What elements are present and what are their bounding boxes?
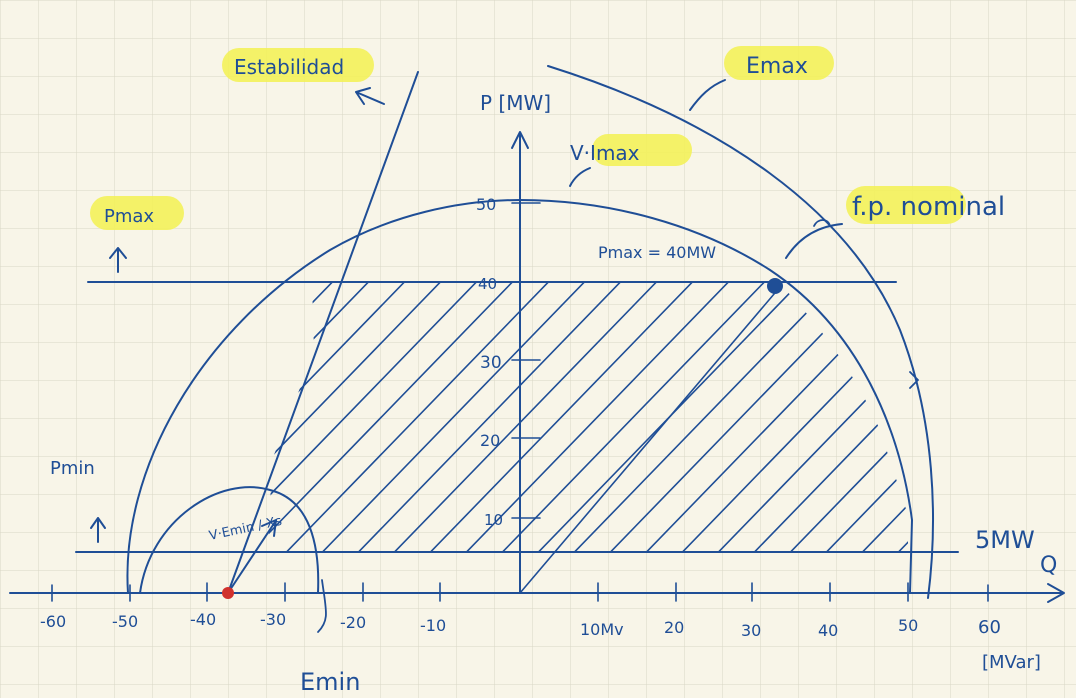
x-tick-label: -20 xyxy=(340,613,366,632)
pmin-text: Pmin xyxy=(50,458,95,479)
q-axis-unit: [MVar] xyxy=(982,652,1041,673)
x-tick-labels: -60 -50 -40 -30 -20 -10 10Mv 20 30 40 50… xyxy=(40,610,1001,640)
emin-center-point xyxy=(222,587,234,599)
pmax-direction-arrow xyxy=(109,247,127,273)
x-tick-label: -40 xyxy=(190,610,216,629)
hatch-line xyxy=(671,282,908,552)
operating-region-hatch xyxy=(268,282,908,552)
label-vimax: V·Imax xyxy=(570,134,692,166)
q-axis-title: Q xyxy=(1040,553,1057,578)
pmin-direction-arrow xyxy=(90,517,106,543)
x-tick-label: 20 xyxy=(664,618,684,637)
hatch-line xyxy=(455,282,777,552)
y-tick-label: 40 xyxy=(478,275,497,293)
armature-current-limit-curve xyxy=(126,199,913,594)
label-emax: Emax xyxy=(724,46,834,80)
emin-vector-arrow xyxy=(261,519,277,537)
rated-operating-point xyxy=(767,278,783,294)
x-tick-label: 30 xyxy=(741,621,761,640)
hatch-line xyxy=(419,282,741,552)
emax-text: Emax xyxy=(746,54,808,79)
x-tick-label: -30 xyxy=(260,610,286,629)
hatch-line xyxy=(491,282,813,552)
x-tick-label: 10Mv xyxy=(580,620,624,639)
hatch-line xyxy=(815,282,908,552)
fp-pointer-arrow xyxy=(785,223,843,259)
p-axis-arrow xyxy=(511,131,529,149)
hatch-line xyxy=(779,282,908,552)
hatch-line xyxy=(268,282,525,552)
emin-text: Emin xyxy=(300,668,360,696)
p-axis-title: P [MW] xyxy=(480,91,551,115)
hatch-line xyxy=(707,282,908,552)
pmin-value-text: 5MW xyxy=(975,526,1035,554)
hatch-line xyxy=(851,282,908,552)
field-current-limit-curve xyxy=(547,65,934,599)
pmax-value-text: Pmax = 40MW xyxy=(598,243,716,262)
y-tick-label: 20 xyxy=(480,431,500,450)
y-tick-label: 50 xyxy=(476,195,496,214)
fp-nominal-text: f.p. nominal xyxy=(852,192,1005,222)
x-tick-label: 50 xyxy=(898,616,918,635)
hatch-line xyxy=(311,282,633,552)
rated-pf-vector xyxy=(519,286,781,594)
estabilidad-text: Estabilidad xyxy=(234,55,344,79)
label-estabilidad: Estabilidad xyxy=(222,48,374,82)
q-axis-arrow xyxy=(1047,583,1065,603)
y-tick-label: 10 xyxy=(484,511,503,529)
emax-arc-mark xyxy=(909,371,919,389)
hatch-line xyxy=(527,282,849,552)
min-excitation-limit-curve xyxy=(139,486,320,594)
hatch-line xyxy=(383,282,705,552)
stability-limit-line xyxy=(227,71,419,594)
emin-pointer xyxy=(317,579,327,633)
hatch-line xyxy=(268,282,489,552)
x-tick-label: 40 xyxy=(818,621,838,640)
label-fp-nominal: f.p. nominal xyxy=(846,186,1005,224)
hatch-line xyxy=(347,282,669,552)
x-tick-label: -60 xyxy=(40,612,66,631)
vimax-text: V·Imax xyxy=(570,141,640,165)
y-tick-label: 30 xyxy=(480,353,502,373)
x-tick-label: -10 xyxy=(420,616,446,635)
hatch-line xyxy=(268,282,561,552)
emax-pointer-arrow xyxy=(689,79,726,111)
emin-vector xyxy=(227,521,276,594)
hatch-line xyxy=(275,282,597,552)
pmax-text: Pmax xyxy=(104,206,154,227)
fp-intersection-mark xyxy=(813,219,831,227)
vimax-pointer-arrow xyxy=(569,167,591,187)
x-tick-label: -50 xyxy=(112,612,138,631)
label-pmax: Pmax xyxy=(90,196,184,230)
x-tick-label: 60 xyxy=(978,617,1001,638)
y-tick-labels: 50 40 30 20 10 xyxy=(476,195,503,529)
stability-direction-arrow xyxy=(355,87,385,105)
hatch-line xyxy=(268,282,453,552)
hatch-line xyxy=(268,282,417,552)
